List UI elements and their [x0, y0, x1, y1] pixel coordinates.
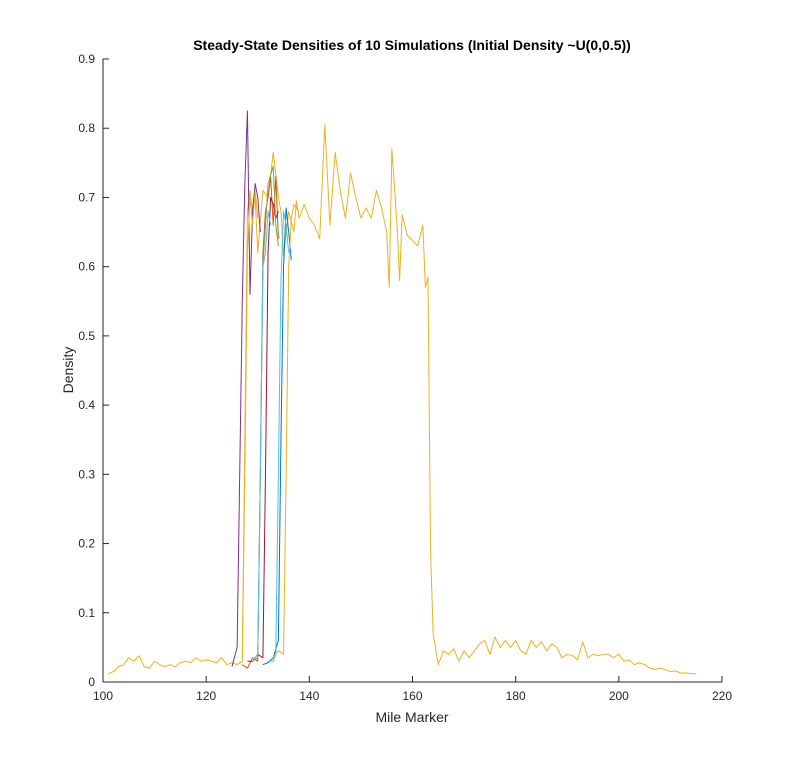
x-tick-label: 160	[402, 689, 422, 703]
y-tick-label: 0.3	[78, 467, 95, 481]
x-tick-label: 100	[93, 689, 113, 703]
x-tick-label: 220	[712, 689, 732, 703]
series-layer	[107, 110, 697, 675]
y-tick-label: 0.2	[78, 537, 95, 551]
series-line-1	[107, 124, 697, 675]
series-line-7	[252, 210, 272, 662]
tick-layer: 100 120 140 160 180 200 220 0 0.1 0.2 0.3 0.4 0.5 0.6…	[78, 52, 732, 703]
y-tick-label: 0.6	[78, 260, 95, 274]
y-tick-label: 0.9	[78, 52, 95, 66]
y-tick-label: 0.1	[78, 606, 95, 620]
x-tick-label: 180	[506, 689, 526, 703]
series-line-10	[272, 203, 300, 659]
x-axis-label: Mile Marker	[375, 709, 448, 725]
series-line-4	[242, 176, 279, 669]
x-tick-label: 120	[196, 689, 216, 703]
y-tick-label: 0.7	[78, 190, 95, 204]
y-axis-label: Density	[60, 347, 76, 394]
y-tick-label: 0	[88, 675, 95, 689]
series-line-2	[231, 110, 261, 667]
x-tick-label: 200	[609, 689, 629, 703]
chart-title: Steady-State Densities of 10 Simulations…	[193, 37, 631, 53]
y-tick-label: 0.4	[78, 398, 95, 412]
series-line-3	[236, 190, 259, 666]
y-tick-label: 0.8	[78, 121, 95, 135]
y-tick-label: 0.5	[78, 329, 95, 343]
series-line-9	[268, 210, 290, 662]
x-tick-label: 140	[299, 689, 319, 703]
